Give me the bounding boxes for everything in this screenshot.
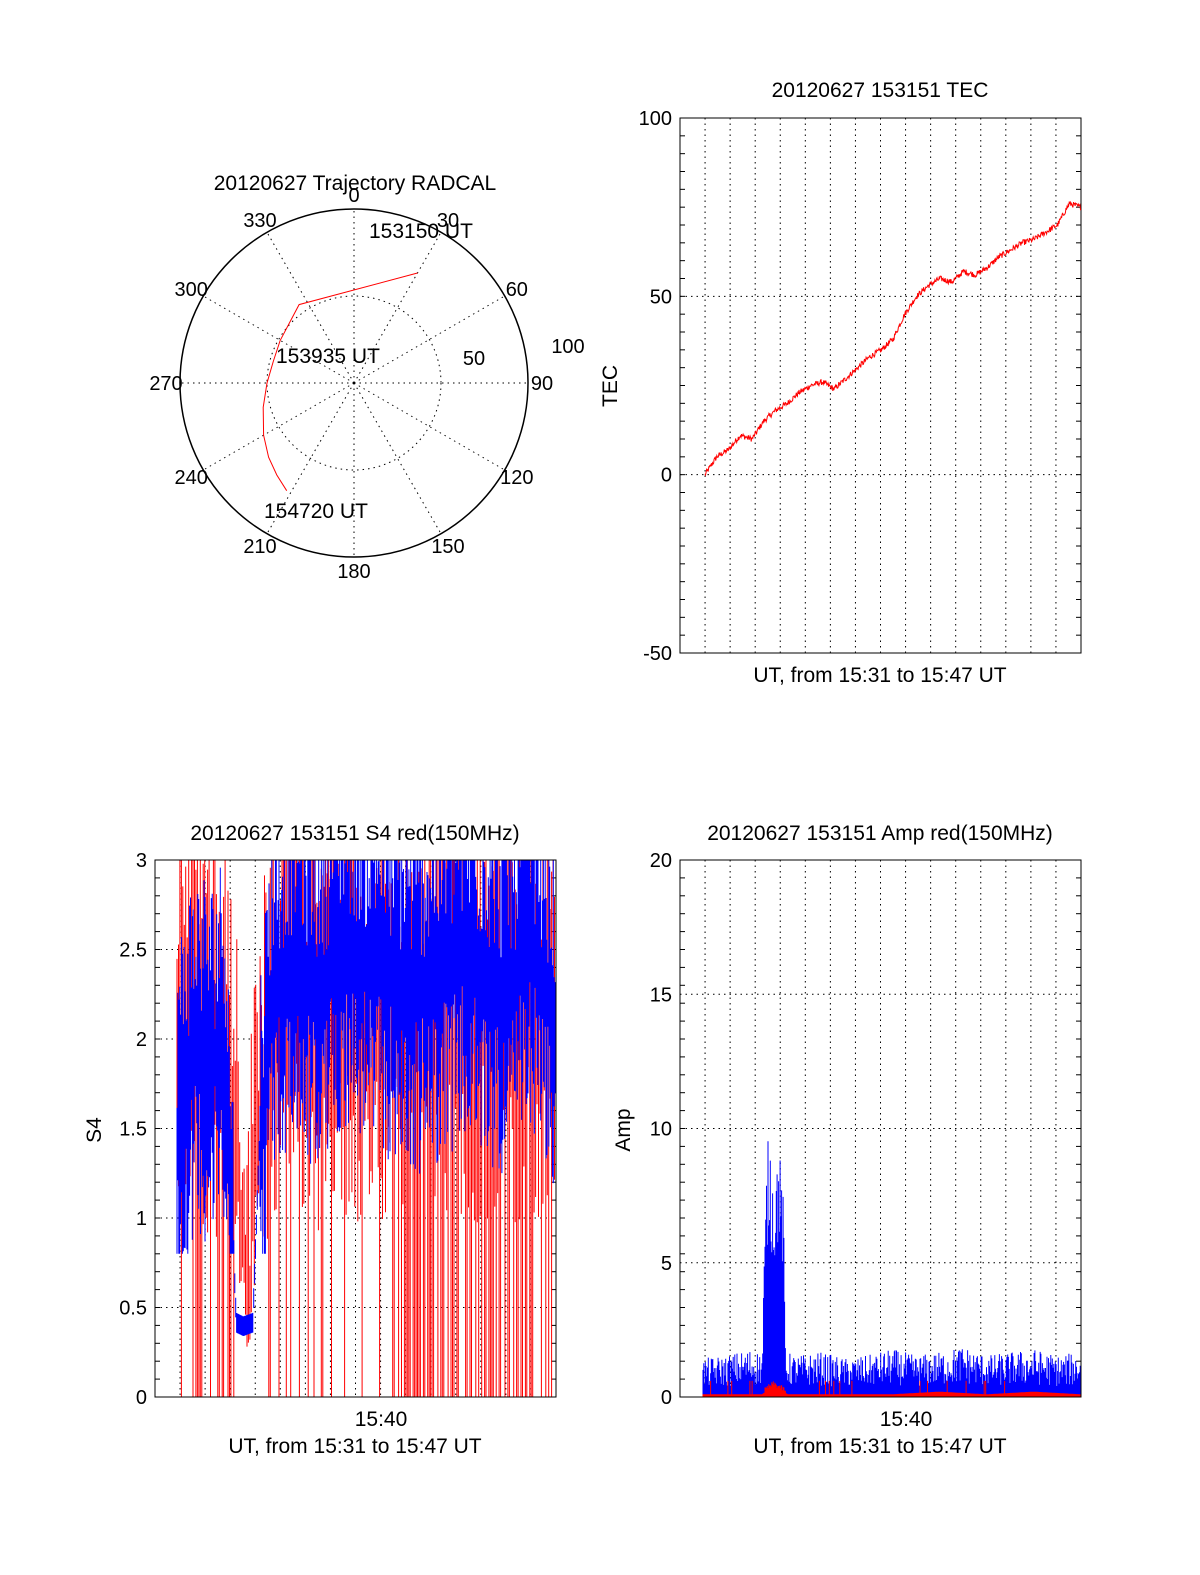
amp-title: 20120627 153151 Amp red(150MHz) (707, 822, 1053, 845)
y-tick-label: 20 (650, 850, 672, 872)
polar-spoke (353, 382, 442, 534)
polar-inner-ring (266, 295, 442, 471)
amp-series (702, 1141, 1081, 1397)
y-tick-label: 0.5 (119, 1298, 147, 1320)
y-tick-label: 3 (136, 850, 147, 872)
polar-azimuth-label: 150 (431, 536, 464, 558)
s4-series (176, 860, 556, 1397)
amp-blue-series (702, 1141, 1081, 1397)
y-tick-label: 2.5 (119, 940, 147, 962)
polar-title: 20120627 Trajectory RADCAL (214, 172, 497, 195)
s4-plot-frame (154, 859, 557, 1398)
amp-plot-frame (679, 859, 1082, 1398)
y-tick-label: 1.5 (119, 1119, 147, 1141)
polar-radial-labels: 50 100 (463, 336, 585, 370)
polar-azimuth-label: 120 (500, 467, 533, 489)
trajectory-mid-label: 153935 UT (276, 345, 380, 368)
amp-red-series (702, 1380, 1081, 1397)
polar-azimuth-label: 0 (348, 185, 359, 207)
tec-y-axis-label: TEC (599, 365, 622, 407)
polar-spoke (353, 295, 505, 384)
s4-x-tick-1540: 15:40 (355, 1408, 408, 1431)
y-tick-label: 0 (661, 1387, 672, 1409)
tec-title: 20120627 153151 TEC (772, 79, 989, 102)
s4-y-ticks: 0 0.5 1 1.5 2 2.5 3 (119, 850, 147, 1409)
tec-series-line (704, 201, 1082, 477)
y-tick-label: 0 (661, 465, 672, 487)
polar-azimuth-label: 90 (531, 373, 553, 395)
tec-x-axis-label: UT, from 15:31 to 15:47 UT (753, 664, 1006, 687)
s4-y-axis-label: S4 (83, 1117, 106, 1143)
amp-chart: 20120627 153151 Amp red(150MHz) 0 5 10 15 20… (612, 822, 1082, 1458)
amp-grid (680, 859, 1081, 1398)
polar-azimuth-label: 60 (506, 279, 528, 301)
trajectory-end-label: 154720 UT (264, 500, 368, 523)
polar-azimuth-label: 240 (174, 467, 207, 489)
trajectory-polar-chart: 20120627 Trajectory RADCAL 0 30 60 90 120 150… (149, 172, 584, 583)
polar-spoke (266, 382, 355, 534)
s4-title: 20120627 153151 S4 red(150MHz) (190, 822, 519, 845)
polar-azimuth-labels: 0 30 60 90 120 150 180 210 240 270 300 330 (149, 185, 553, 583)
polar-azimuth-label: 30 (437, 210, 459, 232)
s4-x-axis-label: UT, from 15:31 to 15:47 UT (228, 1435, 481, 1458)
y-tick-label: 0 (136, 1387, 147, 1409)
trajectory-line (262, 272, 418, 491)
polar-azimuth-label: 180 (337, 561, 370, 583)
tec-y-ticks: -50 0 50 100 (639, 108, 672, 665)
polar-azimuth-label: 300 (174, 279, 207, 301)
polar-radial-label: 50 (463, 348, 485, 370)
tec-chart: 20120627 153151 TEC -50 0 50 100 TEC UT, fr… (599, 79, 1082, 687)
amp-x-tick-1540: 15:40 (880, 1408, 933, 1431)
polar-spoke (203, 382, 355, 471)
polar-grid (179, 208, 529, 558)
polar-azimuth-label: 210 (243, 536, 276, 558)
polar-spoke (353, 382, 505, 471)
tec-plot-frame (679, 117, 1082, 654)
y-tick-label: 15 (650, 984, 672, 1006)
y-tick-label: 1 (136, 1208, 147, 1230)
y-tick-label: 100 (639, 108, 672, 130)
polar-azimuth-label: 330 (243, 210, 276, 232)
polar-outer-ring (179, 208, 529, 558)
polar-radial-label: 100 (551, 336, 584, 358)
y-tick-label: -50 (643, 643, 672, 665)
y-tick-label: 2 (136, 1029, 147, 1051)
trajectory-start-label: 153150 UT (369, 220, 473, 243)
tec-grid (680, 117, 1081, 654)
polar-azimuth-label: 270 (149, 373, 182, 395)
amp-y-ticks: 0 5 10 15 20 (650, 850, 672, 1409)
s4-blue-series (176, 860, 556, 1336)
y-tick-label: 5 (661, 1253, 672, 1275)
y-tick-label: 10 (650, 1119, 672, 1141)
amp-y-axis-label: Amp (612, 1108, 635, 1151)
polar-spoke (203, 295, 355, 384)
polar-spoke (353, 232, 442, 384)
s4-chart: 20120627 153151 S4 red(150MHz) 0 0.5 1 1.5 2… (83, 822, 557, 1458)
amp-x-axis-label: UT, from 15:31 to 15:47 UT (753, 1435, 1006, 1458)
y-tick-label: 50 (650, 286, 672, 308)
polar-spoke (266, 232, 355, 384)
